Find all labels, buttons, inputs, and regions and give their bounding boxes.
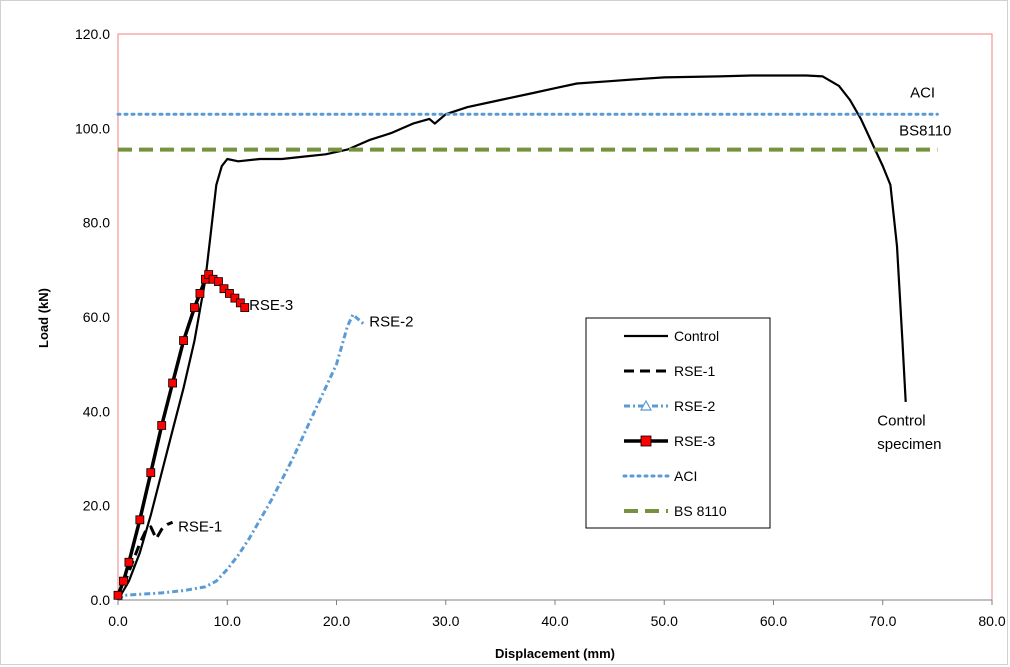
legend-label: Control — [674, 328, 719, 344]
rse-3-marker — [146, 468, 156, 478]
y-tick-label: 120.0 — [75, 26, 110, 42]
y-tick-label: 0.0 — [91, 592, 111, 608]
legend: Control RSE-1 RSE-2 RSE-3 ACI BS 8110 — [585, 317, 771, 529]
rse-3-marker — [168, 378, 178, 388]
y-axis-title: Load (kN) — [36, 288, 51, 348]
x-tick-label: 30.0 — [432, 613, 459, 629]
rse-3-marker — [230, 293, 240, 303]
rse-3-marker — [240, 303, 250, 312]
y-tick-label: 60.0 — [83, 309, 110, 325]
x-tick-label: 50.0 — [651, 613, 678, 629]
series-line-rse-1 — [116, 520, 174, 601]
rse-3-marker — [195, 289, 205, 298]
x-tick-label: 0.0 — [108, 613, 128, 629]
rse-3-marker — [135, 515, 145, 525]
annotation-rse-2: RSE-2 — [369, 313, 413, 330]
annotation-bs8110: BS8110 — [899, 122, 951, 139]
rse-3-marker — [219, 284, 229, 294]
legend-marker — [639, 399, 653, 411]
x-axis-title: Displacement (mm) — [495, 646, 615, 661]
x-tick-label: 10.0 — [214, 613, 241, 629]
rse-3-marker — [157, 421, 167, 430]
x-tick-label: 70.0 — [869, 613, 896, 629]
y-tick-label: 40.0 — [83, 403, 110, 419]
series-line-control — [117, 74, 907, 601]
x-tick-label: 60.0 — [760, 613, 787, 629]
axis-ticks: 0.0 20.0 40.0 60.0 80.0 100.0 120.0 0.0 10.0 20.0… — [75, 26, 1006, 629]
legend-marker — [640, 435, 652, 447]
y-tick-label: 20.0 — [83, 498, 110, 514]
annotation-rse-3: RSE-3 — [249, 297, 293, 314]
rse-3-marker — [214, 277, 223, 287]
legend-box — [585, 317, 771, 529]
rse-3-marker — [119, 576, 128, 586]
annotation-control: Control — [877, 412, 925, 429]
annotation-aci: ACI — [910, 85, 935, 102]
annotation-specimen: specimen — [877, 436, 941, 453]
legend-label: BS 8110 — [674, 503, 727, 519]
rse-3-marker — [113, 590, 123, 600]
x-tick-label: 20.0 — [323, 613, 350, 629]
legend-label: ACI — [674, 468, 697, 484]
legend-entries: Control RSE-1 RSE-2 RSE-3 ACI BS 8110 — [622, 328, 727, 519]
annotation-rse-1: RSE-1 — [178, 519, 222, 536]
series-lines — [113, 74, 939, 602]
x-tick-label: 40.0 — [541, 613, 568, 629]
x-tick-label: 80.0 — [978, 613, 1005, 629]
rse-3-marker — [190, 303, 199, 312]
annotations: RSE-3 RSE-2 RSE-1 ACI BS8110 Control specimen — [178, 85, 951, 536]
legend-label: RSE-2 — [674, 398, 715, 414]
legend-label: RSE-1 — [674, 363, 715, 379]
rse-3-marker — [225, 289, 234, 298]
series-line-rse-2 — [117, 313, 365, 602]
rse-3-marker — [124, 557, 134, 567]
legend-label: RSE-3 — [674, 433, 715, 449]
y-tick-label: 100.0 — [75, 120, 110, 136]
rse-3-marker — [179, 336, 188, 345]
y-tick-label: 80.0 — [83, 215, 110, 231]
